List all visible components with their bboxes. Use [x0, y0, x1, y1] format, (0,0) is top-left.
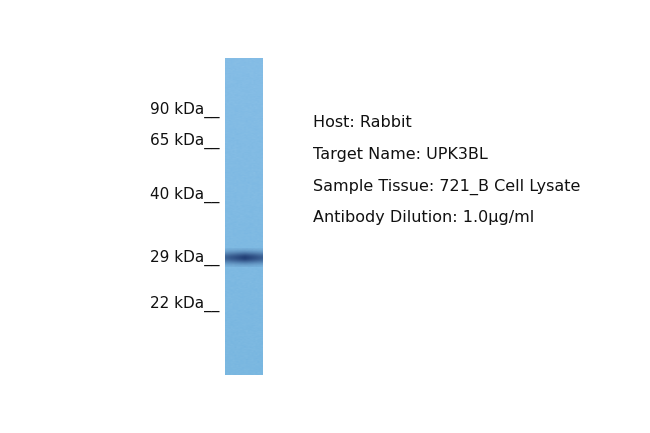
Text: 65 kDa__: 65 kDa__ [150, 133, 220, 149]
Text: 90 kDa__: 90 kDa__ [150, 102, 220, 118]
Text: Antibody Dilution: 1.0μg/ml: Antibody Dilution: 1.0μg/ml [313, 210, 534, 225]
Text: Sample Tissue: 721_B Cell Lysate: Sample Tissue: 721_B Cell Lysate [313, 179, 580, 195]
Text: 22 kDa__: 22 kDa__ [150, 296, 220, 312]
Text: Target Name: UPK3BL: Target Name: UPK3BL [313, 147, 488, 162]
Text: 40 kDa__: 40 kDa__ [150, 187, 220, 203]
Text: Host: Rabbit: Host: Rabbit [313, 115, 411, 130]
Text: 29 kDa__: 29 kDa__ [150, 250, 220, 266]
